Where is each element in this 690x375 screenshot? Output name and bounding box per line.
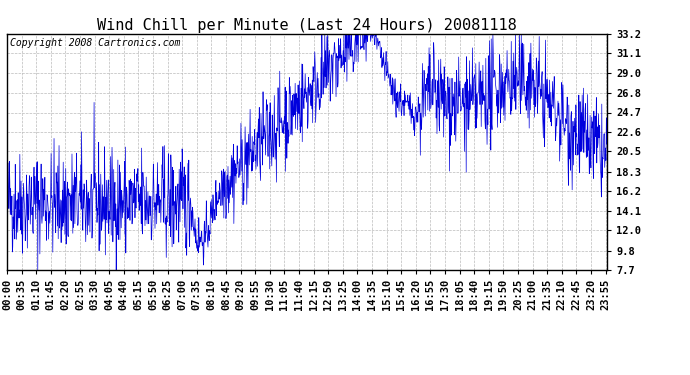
Text: Copyright 2008 Cartronics.com: Copyright 2008 Cartronics.com [10,39,180,48]
Title: Wind Chill per Minute (Last 24 Hours) 20081118: Wind Chill per Minute (Last 24 Hours) 20… [97,18,517,33]
